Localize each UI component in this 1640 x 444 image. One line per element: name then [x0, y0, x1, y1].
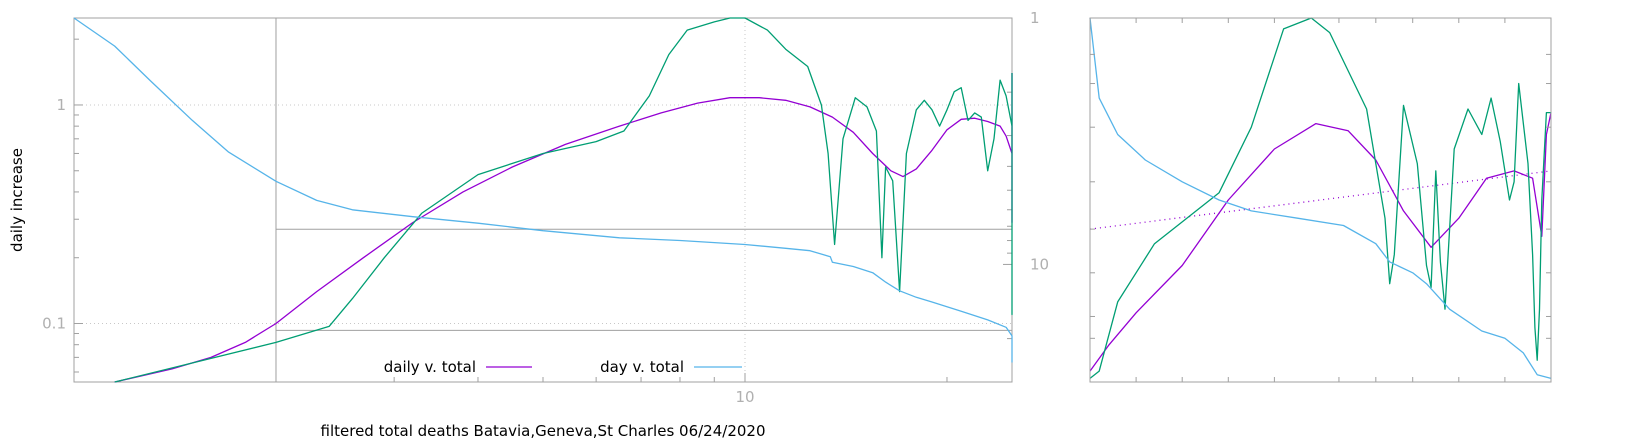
- inset-series-green-line: [1089, 17, 1551, 379]
- inset-series-blue-line: [1089, 17, 1552, 380]
- series-day-v-total-line: [73, 17, 1013, 363]
- main-plot-reference-lines: [275, 18, 1012, 382]
- inset-plot-frame: [1089, 17, 1552, 383]
- inset-series-purple-dotted-line: [1089, 170, 1552, 230]
- y-axis-label: daily increase: [8, 148, 26, 252]
- x-axis-label: filtered total deaths Batavia,Geneva,St …: [321, 422, 766, 440]
- y-tick-label-1: 1: [56, 96, 66, 114]
- main-plot-ticks: [74, 17, 1012, 382]
- inset-plot-ticks: [1090, 18, 1551, 382]
- inset-series-purple-line: [1089, 112, 1552, 372]
- main-plot-grid: [74, 18, 1012, 382]
- y2-tick-label-1: 10: [1030, 255, 1049, 273]
- inset-plot-series: [1089, 17, 1552, 380]
- legend: daily v. total day v. total: [384, 358, 742, 376]
- legend-label-day-v-total: day v. total: [600, 358, 684, 376]
- y2-tick-label-0: 1: [1030, 9, 1040, 27]
- x-tick-label-0: 10: [735, 388, 754, 406]
- series-daily-v-total-line: [114, 73, 1013, 383]
- legend-label-daily-v-total: daily v. total: [384, 358, 476, 376]
- main-plot-series: [73, 17, 1013, 383]
- main-plot-tick-labels: 0.1 1 1 10 10: [42, 9, 1049, 406]
- main-plot-frame: [73, 17, 1013, 383]
- series-green-line: [114, 17, 1013, 383]
- y-tick-label-0: 0.1: [42, 315, 66, 333]
